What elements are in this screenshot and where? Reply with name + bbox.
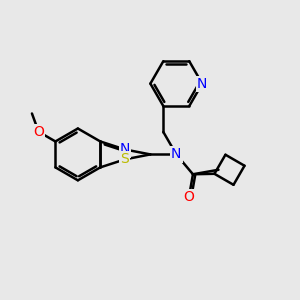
Text: N: N [120, 142, 130, 157]
Text: O: O [184, 190, 194, 204]
Text: O: O [33, 125, 44, 139]
Text: N: N [171, 147, 181, 161]
Text: N: N [197, 76, 207, 91]
Text: S: S [121, 152, 129, 167]
